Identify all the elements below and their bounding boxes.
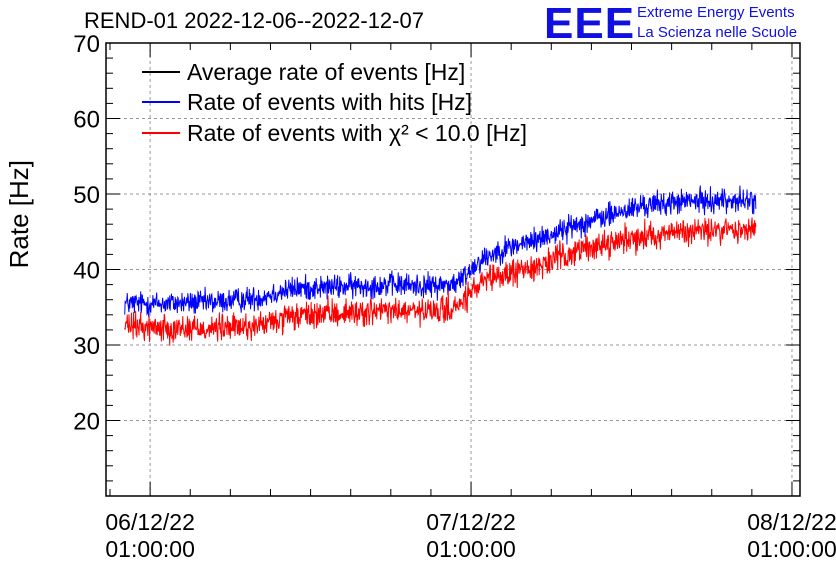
logo-caption-line2: La Scienza nelle Scuole bbox=[637, 24, 798, 41]
y-tick-label: 30 bbox=[73, 333, 100, 360]
x-tick-label-date: 07/12/22 bbox=[426, 509, 516, 535]
y-axis-label: Rate [Hz] bbox=[4, 160, 34, 268]
legend-entry: Rate of events with χ² < 10.0 [Hz] bbox=[187, 120, 527, 146]
x-tick-label-time: 01:00:00 bbox=[426, 536, 516, 562]
axis-ticks: 20304050607006/12/2201:00:0007/12/2201:0… bbox=[73, 31, 836, 562]
x-tick-label-date: 08/12/22 bbox=[747, 509, 836, 535]
series-line bbox=[124, 217, 757, 346]
legend-entry: Rate of events with hits [Hz] bbox=[187, 89, 472, 115]
x-tick-label-time: 01:00:00 bbox=[105, 536, 195, 562]
y-tick-label: 70 bbox=[73, 31, 100, 58]
x-tick-label-time: 01:00:00 bbox=[747, 536, 836, 562]
logo-caption-line1: Extreme Energy Events bbox=[637, 4, 795, 21]
y-tick-label: 40 bbox=[73, 258, 100, 285]
series-line bbox=[124, 185, 757, 318]
legend: Average rate of events [Hz] Rate of event… bbox=[142, 59, 527, 146]
chart-title: REND-01 2022-12-06--2022-12-07 bbox=[84, 8, 424, 33]
grid-lines bbox=[106, 43, 800, 496]
legend-entry: Average rate of events [Hz] bbox=[187, 59, 465, 85]
x-tick-label-date: 06/12/22 bbox=[105, 509, 195, 535]
series-lines bbox=[124, 185, 757, 346]
eee-logo: EEE bbox=[544, 0, 636, 48]
y-tick-label: 60 bbox=[73, 107, 100, 134]
y-tick-label: 50 bbox=[73, 182, 100, 209]
y-tick-label: 20 bbox=[73, 409, 100, 436]
